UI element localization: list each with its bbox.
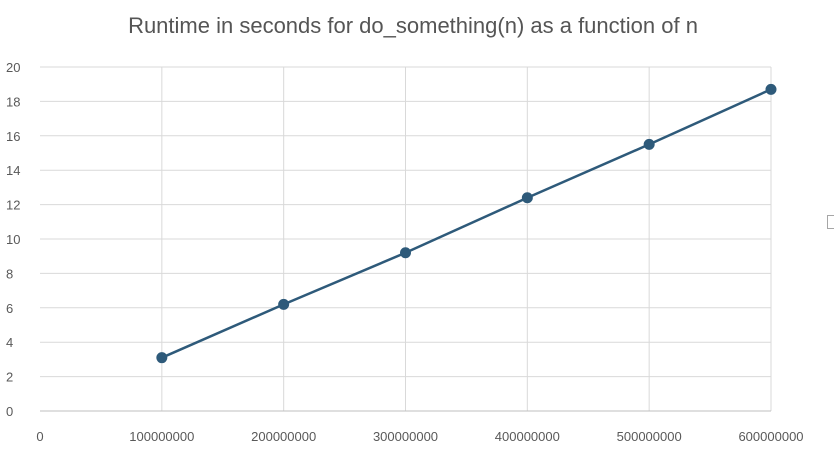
- data-point[interactable]: [765, 83, 777, 95]
- y-tick-label: 14: [6, 163, 20, 178]
- y-tick-label: 16: [6, 129, 20, 144]
- x-axis-tick-labels: 0 100000000 200000000 300000000 400000000 500…: [36, 429, 803, 444]
- gridlines: [40, 66, 772, 411]
- y-tick-label: 12: [6, 198, 20, 213]
- y-tick-label: 10: [6, 232, 20, 247]
- data-series: [156, 83, 777, 364]
- x-tick-label: 0: [36, 429, 43, 444]
- y-tick-label: 8: [6, 266, 13, 281]
- series-line: [160, 88, 773, 359]
- y-tick-label: 6: [6, 301, 13, 316]
- y-tick-label: 4: [6, 335, 13, 350]
- data-point[interactable]: [400, 247, 411, 259]
- data-point[interactable]: [278, 298, 290, 310]
- data-point[interactable]: [156, 352, 168, 364]
- x-tick-label: 600000000: [738, 429, 803, 444]
- x-tick-label: 300000000: [373, 429, 438, 444]
- y-tick-label: 20: [6, 60, 20, 75]
- x-tick-label: 200000000: [251, 429, 316, 444]
- data-point[interactable]: [643, 138, 655, 150]
- data-point[interactable]: [521, 192, 533, 204]
- x-tick-label: 500000000: [617, 429, 682, 444]
- y-tick-label: 18: [6, 94, 20, 109]
- chart-title: Runtime in seconds for do_something(n) a…: [128, 13, 698, 38]
- y-axis-tick-labels: 0 2 4 6 8 10 12 14 16 18 20: [6, 60, 20, 419]
- y-tick-label: 2: [6, 370, 13, 385]
- x-tick-label: 100000000: [129, 429, 194, 444]
- x-tick-label: 400000000: [495, 429, 560, 444]
- y-tick-label: 0: [6, 404, 13, 419]
- resize-handle[interactable]: [827, 215, 834, 229]
